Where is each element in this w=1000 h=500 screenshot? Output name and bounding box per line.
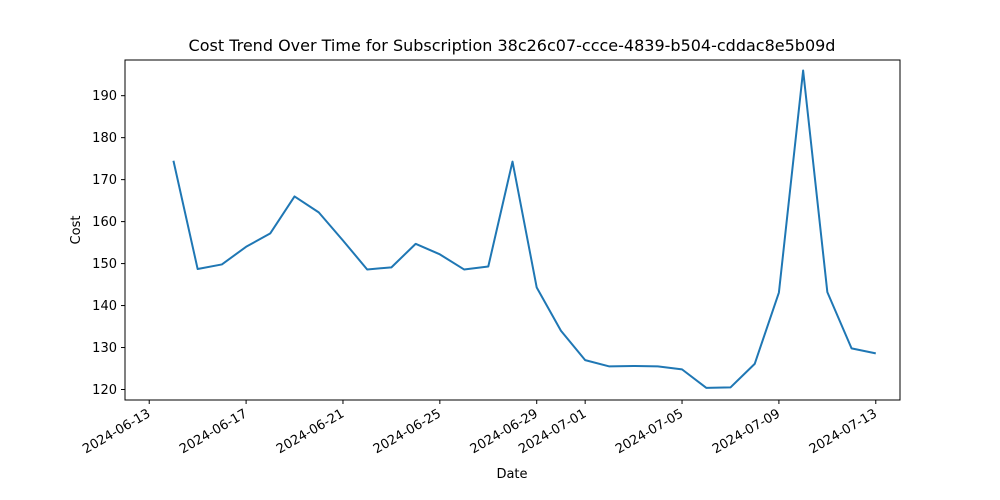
data-point [632, 365, 635, 368]
data-point [317, 211, 320, 214]
y-tick-label: 120 [92, 383, 117, 398]
data-point [850, 347, 853, 350]
data-point [172, 159, 175, 162]
x-tick-label: 2024-06-21 [274, 406, 347, 457]
plot-area-frame [124, 59, 901, 401]
x-tick-label: 2024-06-13 [80, 406, 153, 457]
data-point [341, 239, 344, 242]
data-point [584, 359, 587, 362]
data-point [414, 242, 417, 245]
y-tick-label: 140 [92, 299, 117, 314]
data-point [269, 232, 272, 235]
x-axis: 2024-06-13 2024-06-17 2024-06-21 2024-06-25… [80, 400, 880, 457]
data-point [777, 291, 780, 294]
data-point [511, 160, 514, 163]
y-tick-label: 160 [92, 215, 117, 230]
x-axis-title: Date [496, 467, 527, 482]
data-point [245, 245, 248, 248]
data-point [293, 195, 296, 198]
x-tick-label: 2024-07-13 [807, 406, 880, 457]
data-point [463, 268, 466, 271]
data-point [220, 263, 223, 266]
data-point [729, 386, 732, 389]
data-point [681, 368, 684, 371]
data-point [487, 265, 490, 268]
data-point [802, 69, 805, 72]
y-tick-label: 180 [92, 131, 117, 146]
data-point [366, 268, 369, 271]
data-point [438, 253, 441, 256]
data-point [390, 266, 393, 269]
data-point [705, 386, 708, 389]
y-tick-label: 150 [92, 257, 117, 272]
y-tick-label: 130 [92, 341, 117, 356]
chart-title: Cost Trend Over Time for Subscription 38… [189, 36, 836, 55]
x-tick-label: 2024-07-05 [613, 406, 686, 457]
x-tick-label: 2024-06-17 [177, 406, 250, 457]
y-axis: 120 130 140 150 160 170 180 190 [92, 89, 125, 398]
data-point [535, 286, 538, 289]
y-tick-label: 190 [92, 89, 117, 104]
series-line [172, 69, 876, 389]
data-point [196, 268, 199, 271]
data-point [608, 365, 611, 368]
y-tick-label: 170 [92, 173, 117, 188]
data-point [753, 362, 756, 365]
data-point [559, 329, 562, 332]
y-axis-title: Cost [69, 216, 84, 245]
data-point [826, 291, 829, 294]
data-point [656, 365, 659, 368]
x-tick-label: 2024-06-25 [371, 406, 444, 457]
data-point [874, 352, 877, 355]
series-layer [172, 69, 877, 389]
x-tick-label: 2024-07-09 [710, 406, 783, 457]
